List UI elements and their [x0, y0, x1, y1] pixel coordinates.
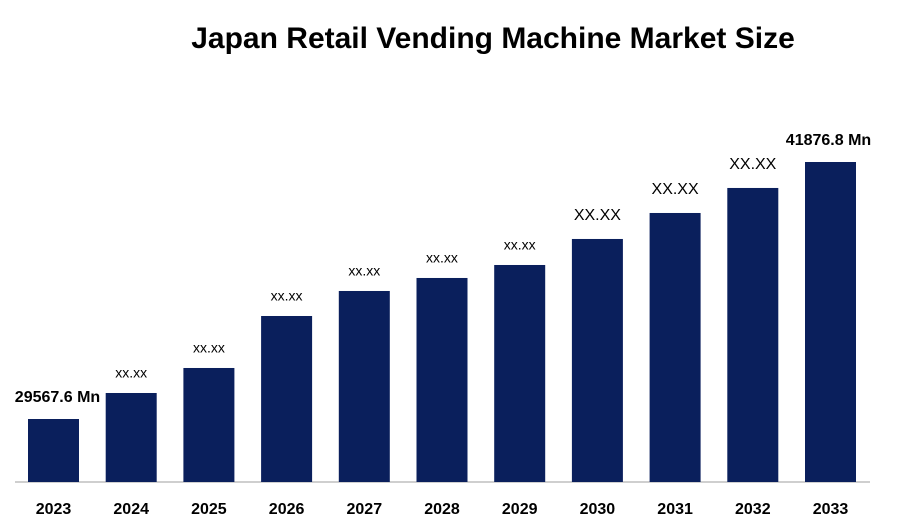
bar [28, 419, 79, 482]
x-tick-label: 2030 [580, 501, 616, 518]
bar [727, 187, 779, 482]
x-tick-label: 2023 [36, 501, 72, 518]
value-label: xx.xx [115, 365, 147, 381]
value-label: xx.xx [426, 250, 458, 266]
x-tick-label: 2032 [735, 501, 771, 518]
value-label: XX.XX [652, 181, 699, 198]
bar [494, 264, 546, 482]
chart-title: Japan Retail Vending Machine Market Size [191, 22, 795, 55]
bar [338, 290, 390, 482]
x-tick-label: 2027 [347, 501, 383, 518]
x-tick-label: 2025 [191, 501, 227, 518]
bar [571, 238, 623, 482]
x-tick-label: 2029 [502, 501, 538, 518]
x-tick-label: 2026 [269, 501, 305, 518]
bar [261, 315, 313, 482]
value-label: 41876.8 Mn [786, 132, 871, 149]
x-tick-label: 2033 [813, 501, 849, 518]
value-label: 29567.6 Mn [15, 389, 100, 406]
value-label: xx.xx [193, 340, 225, 356]
bar [649, 212, 701, 482]
value-label: XX.XX [574, 207, 621, 224]
x-tick-label: 2031 [657, 501, 693, 518]
x-tick-label: 2028 [424, 501, 460, 518]
bar [416, 277, 468, 482]
bar [805, 162, 856, 482]
x-tick-label: 2024 [113, 501, 149, 518]
bar [105, 392, 157, 482]
value-label: xx.xx [504, 237, 536, 253]
value-label: xx.xx [348, 263, 380, 279]
value-label: XX.XX [729, 156, 776, 173]
bar [183, 367, 235, 482]
value-label: xx.xx [271, 288, 303, 304]
